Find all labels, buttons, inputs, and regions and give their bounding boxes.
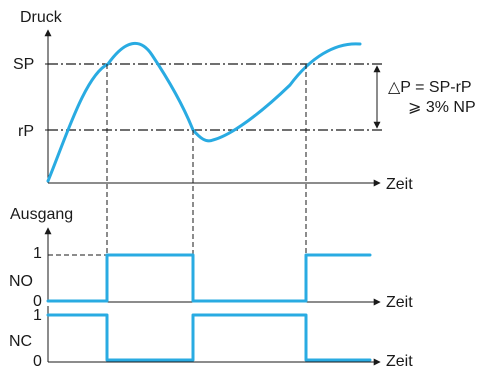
reset-point-label: rP (18, 123, 34, 140)
pressure-curve (46, 41, 362, 183)
nc-output-chart: Zeit 1 NC 0 (9, 306, 413, 369)
nc-low-label: 0 (33, 353, 42, 369)
no-channel-label: NO (9, 273, 33, 290)
nc-channel-label: NC (9, 333, 32, 350)
hysteresis-formula: △P = SP-rP (388, 79, 472, 96)
no-output-signal (46, 253, 372, 303)
pressure-time-label: Zeit (386, 176, 413, 193)
no-high-label: 1 (33, 245, 42, 262)
no-time-label: Zeit (386, 294, 413, 311)
setpoint-label: SP (13, 56, 34, 73)
nc-high-label: 1 (33, 307, 42, 324)
hysteresis-condition: ⩾ 3% NP (408, 99, 476, 116)
nc-time-label: Zeit (386, 353, 413, 369)
output-section-title: Ausgang (10, 206, 73, 223)
nc-output-signal (46, 313, 372, 362)
pressure-axis-label: Druck (20, 9, 63, 26)
switching-guides (106, 64, 307, 255)
pressure-chart: Druck Zeit SP rP △P = SP-rP ⩾ 3% NP (13, 9, 476, 193)
no-low-label: 0 (33, 293, 42, 310)
no-output-chart: Zeit 1 NO 0 (9, 227, 413, 311)
